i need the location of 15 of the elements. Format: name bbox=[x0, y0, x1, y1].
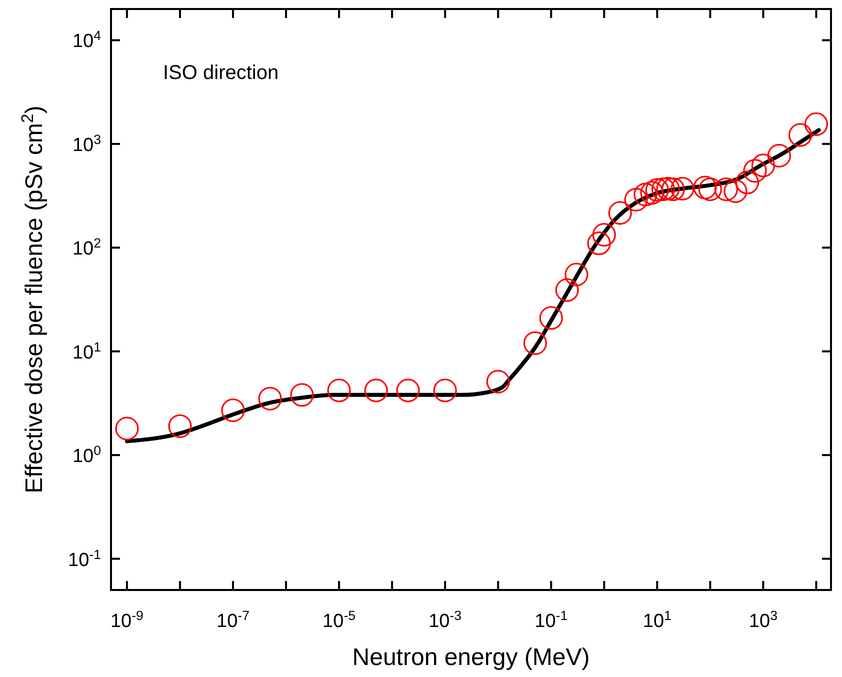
x-tick-label: 10$^{-3}$ bbox=[428, 608, 462, 632]
y-tick-label: 10$^{0}$ bbox=[72, 442, 101, 468]
annotation: ISO direction bbox=[163, 62, 279, 84]
x-axis-title: Neutron energy (MeV) bbox=[352, 644, 590, 671]
y-tick-label: 10$^{-1}$ bbox=[68, 546, 101, 571]
x-tick-label: 10$^{3}$ bbox=[748, 608, 778, 632]
x-tick-label: 10$^{-7}$ bbox=[216, 608, 250, 632]
y-tick-label: 10$^{2}$ bbox=[72, 235, 101, 260]
y-tick-label: 10$^{4}$ bbox=[72, 28, 101, 52]
x-tick-label: 10$^{-9}$ bbox=[110, 608, 144, 632]
x-tick-label: 10$^{-5}$ bbox=[322, 608, 356, 632]
y-tick-label: 10$^{3}$ bbox=[72, 131, 101, 156]
y-tick-label: 10$^{1}$ bbox=[72, 338, 101, 364]
x-tick-label: 10$^{-1}$ bbox=[534, 608, 568, 632]
x-tick-label: 10$^{1}$ bbox=[642, 608, 672, 632]
